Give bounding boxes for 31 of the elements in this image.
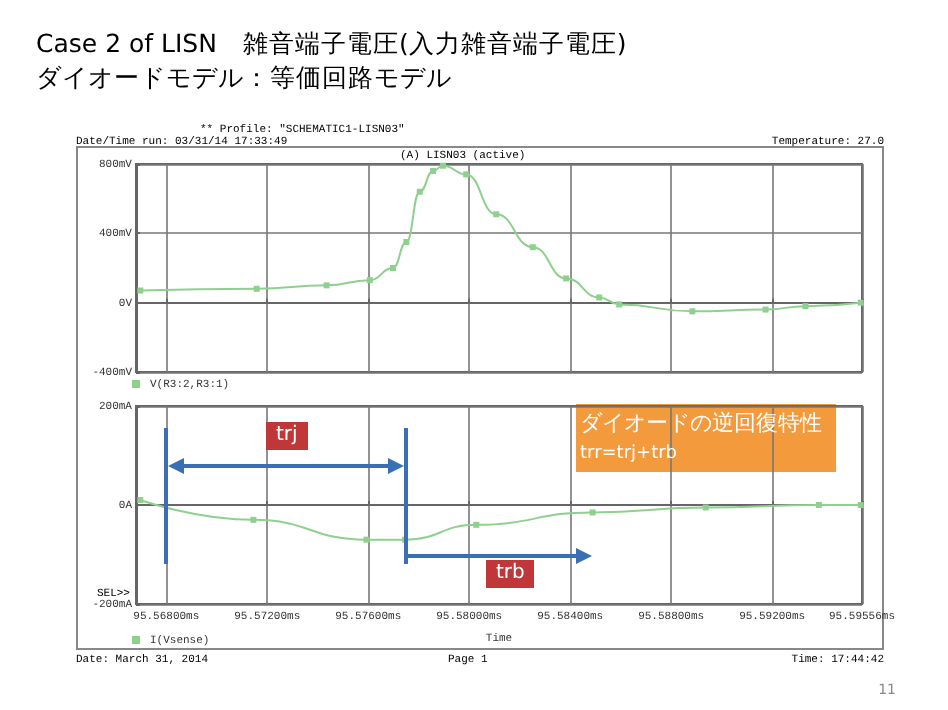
- point: [366, 277, 373, 284]
- line-series: [137, 497, 864, 543]
- point: [802, 303, 809, 310]
- point: [529, 244, 536, 251]
- annotation: trr=trj+trb: [580, 444, 678, 466]
- point: [253, 285, 260, 292]
- annotation: trj: [266, 422, 308, 450]
- point: [137, 287, 144, 294]
- point: [689, 308, 696, 315]
- point: [363, 536, 370, 543]
- point: [589, 509, 596, 516]
- annotation: trb: [486, 560, 535, 588]
- point: [493, 211, 500, 218]
- point: [563, 275, 570, 282]
- chart-subtitle: ダイオードモデル：等価回路モデル: [36, 62, 452, 96]
- chart-title: Case 2 of LISN 雑音端子電圧(入力雑音端子電圧): [36, 28, 627, 62]
- point: [616, 301, 623, 308]
- point: [463, 171, 470, 178]
- point: [815, 502, 822, 508]
- annotation: ダイオードの逆回復特性: [580, 410, 822, 437]
- point: [430, 167, 437, 174]
- point: [473, 521, 480, 528]
- point: [439, 162, 446, 169]
- point: [137, 497, 144, 504]
- point: [596, 294, 603, 301]
- point: [323, 282, 330, 289]
- point: [702, 504, 709, 511]
- point: [250, 516, 257, 523]
- point: [416, 188, 423, 195]
- point: [403, 239, 410, 245]
- point: [762, 306, 769, 313]
